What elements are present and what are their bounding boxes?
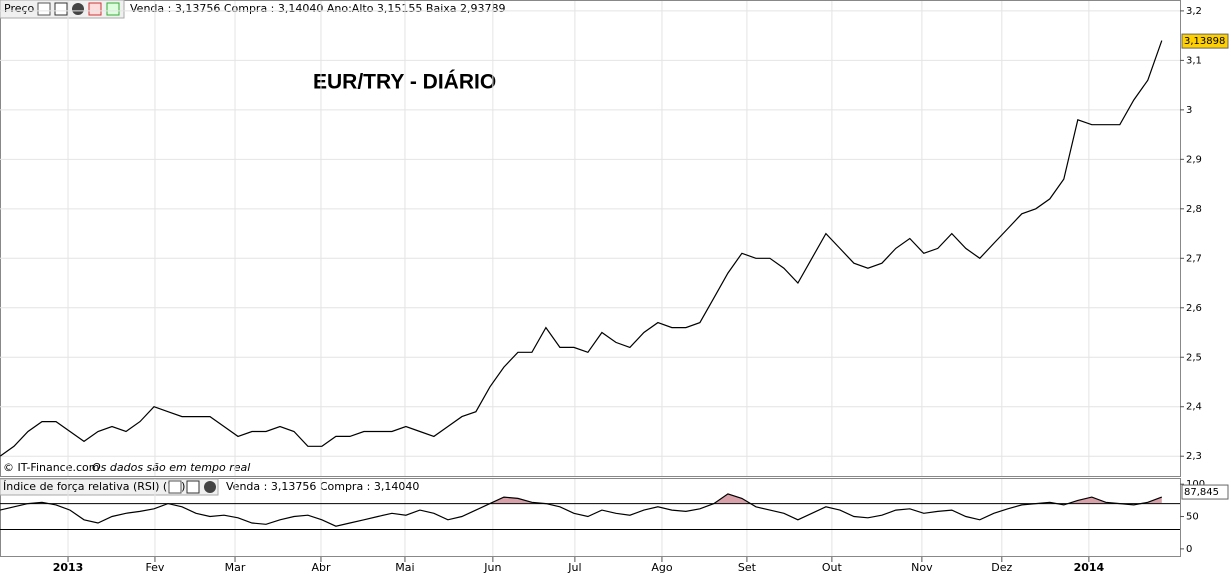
toolbar-icons [37,2,120,16]
last-value-label: 87,845 [1184,487,1219,498]
x-tick-label: Ago [651,561,673,574]
y-tick-label: 2,5 [1186,352,1202,363]
y-tick-label: 3 [1186,105,1192,116]
price-header: Venda : 3,13756 Compra : 3,14040 Ano:Alt… [130,2,506,15]
y-tick-label: 3,2 [1186,6,1202,17]
y-tick-label: 3,1 [1186,55,1202,66]
rsi-settings-icon[interactable] [168,480,182,494]
rsi-close-icon[interactable] [204,481,216,493]
x-tick-label: Jul [567,561,581,574]
y-tick-label: 2,8 [1186,204,1202,215]
window-icon[interactable] [54,2,68,16]
y-tick-label: 0 [1186,544,1192,555]
last-value-label: 3,13898 [1184,36,1225,47]
x-tick-label: 2014 [1074,561,1105,574]
y-tick-label: 2,9 [1186,154,1202,165]
settings-icon[interactable] [37,2,51,16]
credit: © IT-Finance.com [3,461,100,474]
x-tick-label: Nov [911,561,933,574]
y-tick-label: 50 [1186,512,1199,523]
x-tick-label: Jun [483,561,501,574]
panel-label: Preço [4,2,35,15]
x-tick-label: Fev [145,561,164,574]
rsi-header: Venda : 3,13756 Compra : 3,14040 [226,480,419,493]
down-icon[interactable] [88,2,102,16]
x-tick-label: 2013 [53,561,84,574]
series-line [0,40,1163,457]
x-tick-label: Dez [991,561,1012,574]
y-tick-label: 2,3 [1186,451,1202,462]
y-tick-label: 2,6 [1186,303,1202,314]
x-tick-label: Mai [395,561,414,574]
x-tick-label: Abr [311,561,331,574]
x-tick-label: Set [738,561,757,574]
close-icon[interactable] [72,3,84,15]
rsi-window-icon[interactable] [186,480,200,494]
last-value-box [1181,484,1229,500]
rsi-panel-frame [0,478,1181,557]
x-tick-label: Out [822,561,843,574]
y-tick-label: 2,7 [1186,253,1202,264]
y-tick-label: 2,4 [1186,402,1202,413]
rsi-panel-label: Índice de força relativa (RSI) (14) [3,480,185,493]
price-panel-frame [0,0,1181,477]
x-tick-label: Mar [225,561,246,574]
up-icon[interactable] [106,2,120,16]
credit-note: Os dados são em tempo real [92,461,250,474]
series-line [0,493,1163,527]
rsi-toolbar [0,478,219,496]
last-value-box [1181,33,1229,49]
